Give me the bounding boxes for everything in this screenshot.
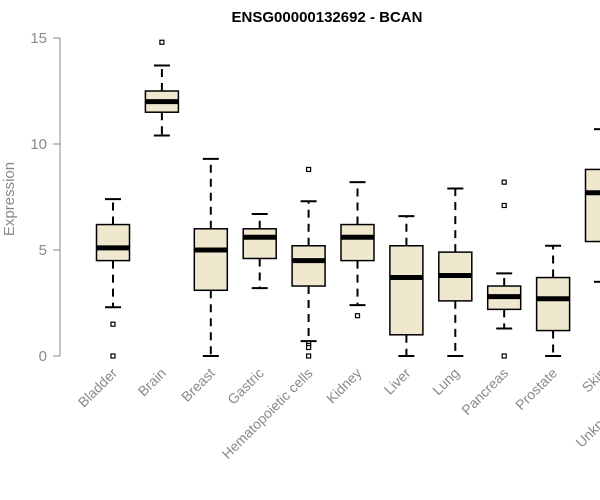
y-tick-label: 5 [39,242,47,259]
x-tick-label: Pancreas [458,365,511,418]
box-kidney [340,181,375,319]
box-gastric [242,212,277,290]
box-bladder [95,198,131,359]
x-tick-label: Brain [135,365,169,399]
x-tick-label: Breast [178,365,218,405]
outlier-point [354,313,361,319]
outlier-point [501,353,507,359]
outlier-point [501,202,507,209]
x-tick-label: Prostate [512,365,560,413]
x-tick-label: Skin [579,365,600,396]
x-tick-label: Liver [381,365,414,398]
iqr-box [291,245,326,287]
box-skin [584,128,600,283]
x-tick-label: Bladder [75,365,121,411]
outlier-point [159,39,165,45]
outlier-point [501,179,507,185]
y-tick-label: 15 [30,30,47,47]
y-tick-label: 10 [30,136,47,153]
outlier-point [306,344,312,351]
box-liver [389,215,424,357]
y-axis-label: Expression [1,162,18,236]
box-breast [193,157,229,357]
x-tick-label: Lung [429,365,462,398]
box-brain [144,39,180,137]
outlier-point [306,353,312,359]
iqr-box [535,276,571,332]
outlier-point [110,353,116,359]
box-lung [438,187,473,357]
iqr-box [584,168,600,243]
box-hematopoietic-cells [291,166,326,359]
outlier-point [110,321,116,327]
y-axis: 0 5 10 15 [30,30,61,365]
iqr-box [389,245,424,336]
y-tick-label: 0 [39,348,47,365]
x-tick-label: Kidney [323,365,365,407]
x-tick-label: Hematopoietic cells [219,365,316,462]
x-tick-label: Gastric [224,365,267,408]
iqr-box [242,228,277,260]
box-series [95,39,600,359]
box-prostate [535,244,571,357]
chart-title: ENSG00000132692 - BCAN [232,9,423,26]
iqr-box [95,223,131,262]
iqr-box [340,223,375,262]
box-pancreas [486,179,522,359]
iqr-box [193,228,229,292]
outlier-point [306,166,312,173]
